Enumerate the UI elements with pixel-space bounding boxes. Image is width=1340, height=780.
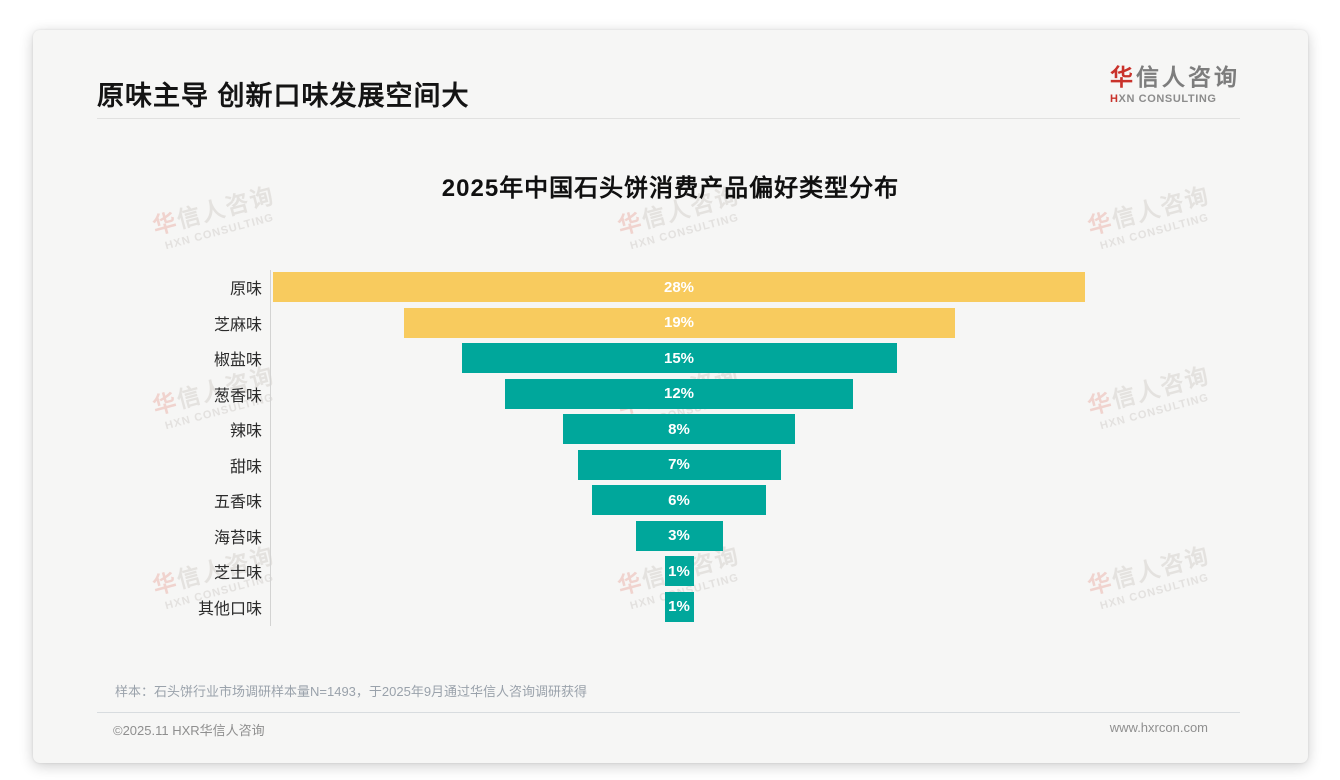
- chart-row: 甜味 7%: [33, 449, 1088, 480]
- chart-row: 海苔味 3%: [33, 520, 1088, 551]
- bar-zone: 3%: [270, 520, 1088, 551]
- bar-value-label: 3%: [668, 527, 690, 544]
- logo-en-rest-chars: XN CONSULTING: [1118, 93, 1217, 105]
- chart-row: 椒盐味 15%: [33, 343, 1088, 373]
- funnel-bar: 7%: [577, 449, 781, 480]
- category-label: 辣味: [229, 423, 262, 440]
- chart-title: 2025年中国石头饼消费产品偏好类型分布: [441, 175, 900, 202]
- logo-en-accent-char: H: [1110, 93, 1119, 105]
- logo-chinese-name: 华信人咨询: [1110, 58, 1240, 92]
- category-label: 海苔味: [213, 529, 262, 547]
- slide-card: 华信人咨询 HXN CONSULTING 华信人咨询 HXN CONSULTING 华信…: [33, 30, 1308, 763]
- funnel-bar: 6%: [592, 485, 766, 515]
- bar-value-label: 6%: [668, 491, 690, 509]
- category-label: 芝麻味: [213, 316, 262, 334]
- y-axis-line: [270, 270, 271, 626]
- funnel-bar: 3%: [635, 520, 723, 551]
- logo-accent-char: 华: [1110, 64, 1136, 90]
- category-label: 葱香味: [213, 387, 262, 405]
- category-label: 其他口味: [197, 600, 262, 618]
- bar-zone: 15%: [270, 343, 1088, 373]
- funnel-bar: 19%: [403, 307, 955, 338]
- funnel-bar: 15%: [461, 343, 897, 373]
- bar-zone: 6%: [270, 485, 1088, 515]
- category-label: 原味: [229, 281, 262, 298]
- footer-bar: ©2025.11 HXR华信人咨询 www.hxrcon.com: [113, 720, 1208, 739]
- bar-zone: 12%: [270, 378, 1088, 409]
- bar-zone: 7%: [270, 449, 1088, 480]
- chart-row: 五香味 6%: [33, 485, 1088, 515]
- funnel-bar: 1%: [664, 591, 694, 622]
- bar-value-label: 1%: [668, 598, 690, 615]
- copyright-text: ©2025.11 HXR华信人咨询: [113, 723, 265, 738]
- bar-zone: 28%: [270, 272, 1088, 302]
- header-divider: [97, 118, 1240, 119]
- bar-value-label: 7%: [668, 456, 690, 473]
- category-label: 五香味: [213, 494, 262, 511]
- chart-row: 芝麻味 19%: [33, 307, 1088, 338]
- bar-zone: 1%: [270, 556, 1088, 586]
- bar-zone: 19%: [270, 307, 1088, 338]
- funnel-bar: 12%: [505, 378, 853, 409]
- category-label: 甜味: [229, 458, 262, 476]
- bar-value-label: 15%: [663, 349, 695, 367]
- company-logo: 华信人咨询 HXN CONSULTING: [1110, 58, 1240, 105]
- category-label: 椒盐味: [213, 352, 262, 369]
- funnel-bar-chart: 原味 28% 芝麻味 19% 椒盐味 15% 葱香味 12% 辣味 8% 甜味 7% 五香味 6% 海苔味 3…: [33, 270, 1088, 626]
- chart-row: 葱香味 12%: [33, 378, 1088, 409]
- chart-row: 其他口味 1%: [33, 591, 1088, 622]
- chart-rows: 原味 28% 芝麻味 19% 椒盐味 15% 葱香味 12% 辣味 8% 甜味 7% 五香味 6% 海苔味 3…: [33, 272, 1088, 622]
- funnel-bar: 8%: [563, 414, 795, 444]
- category-label: 芝士味: [213, 565, 262, 582]
- funnel-bar: 1%: [664, 556, 694, 586]
- logo-english-name: HXN CONSULTING: [1110, 93, 1240, 105]
- website-text: www.hxrcon.com: [1109, 720, 1208, 735]
- funnel-bar: 28%: [273, 272, 1085, 302]
- bar-zone: 1%: [270, 591, 1088, 622]
- footer-divider: [97, 712, 1240, 713]
- bar-zone: 8%: [270, 414, 1088, 444]
- bar-value-label: 8%: [668, 420, 690, 438]
- bar-value-label: 28%: [663, 278, 695, 296]
- chart-row: 芝士味 1%: [33, 556, 1088, 586]
- sample-footnote: 样本：石头饼行业市场调研样本量N=1493，于2025年9月通过华信人咨询调研获…: [115, 684, 588, 699]
- bar-value-label: 19%: [663, 314, 695, 331]
- bar-value-label: 1%: [668, 562, 690, 580]
- logo-rest-chars: 信人咨询: [1136, 64, 1240, 90]
- page-title: 原味主导 创新口味发展空间大: [97, 81, 470, 111]
- chart-row: 原味 28%: [33, 272, 1088, 302]
- chart-row: 辣味 8%: [33, 414, 1088, 444]
- bar-value-label: 12%: [663, 385, 695, 402]
